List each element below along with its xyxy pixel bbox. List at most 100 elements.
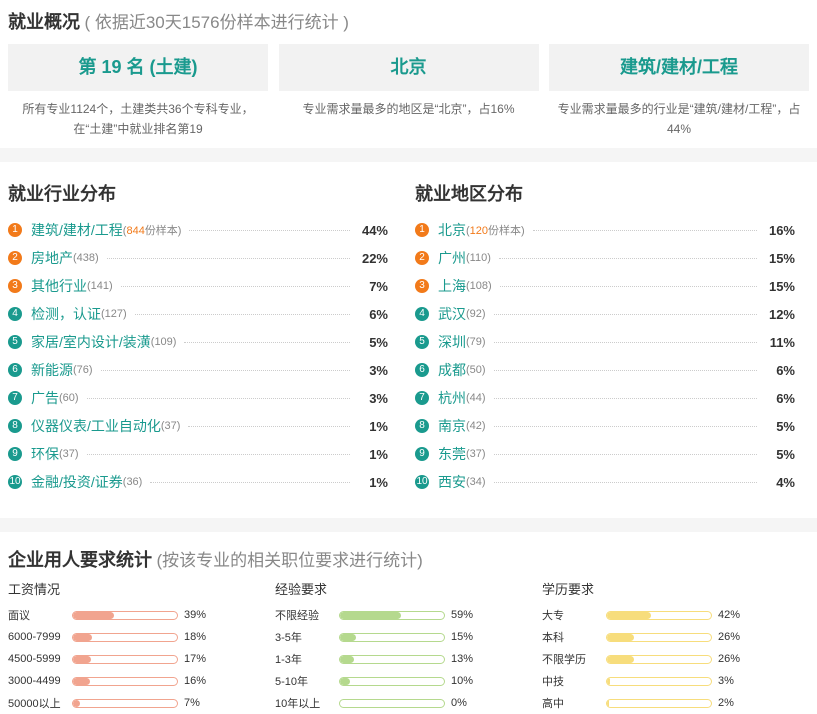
rank-badge: 8 xyxy=(8,419,22,433)
rank-badge: 6 xyxy=(8,363,22,377)
industry-name[interactable]: 仪器仪表/工业自动化 xyxy=(31,418,161,434)
region-row: 5 深圳 (79) 11% xyxy=(415,328,795,356)
rank-value: 第 19 名 (土建) xyxy=(8,44,268,91)
region-name[interactable]: 武汉 xyxy=(438,306,466,322)
requirement-label: 6000-7999 xyxy=(8,631,61,643)
requirement-label: 10年以上 xyxy=(275,698,321,710)
top-industry-value: 建筑/建材/工程 xyxy=(549,44,809,91)
progress-fill xyxy=(607,611,651,619)
dotted-leader xyxy=(493,369,757,371)
sample-count: (76) xyxy=(73,364,93,376)
region-row: 8 南京 (42) 5% xyxy=(415,412,795,440)
overview-header: 就业概况 ( 依据近30天1576份样本进行统计 ) xyxy=(8,8,809,36)
sample-count: (37) xyxy=(160,420,181,432)
region-name[interactable]: 成都 xyxy=(438,362,466,378)
industry-name[interactable]: 家居/室内设计/装潢 xyxy=(31,334,151,350)
industry-name[interactable]: 检测，认证 xyxy=(31,306,101,322)
rank-badge: 3 xyxy=(8,279,22,293)
industry-name[interactable]: 金融/投资/证券 xyxy=(31,474,123,490)
region-name[interactable]: 东莞 xyxy=(438,446,466,462)
dotted-leader xyxy=(184,341,350,343)
rank-desc: 所有专业1124个，土建类共36个专科专业，在“土建”中就业排名第19 xyxy=(22,102,254,136)
region-name[interactable]: 杭州 xyxy=(438,390,466,406)
salary-row: 3000-4499 16% xyxy=(8,670,275,692)
requirement-percentage: 3% xyxy=(718,675,734,687)
education-group: 学历要求 大专 42% 本科 26% 不限学历 26% 中技 3% 高中 2% xyxy=(542,580,809,714)
progress-bar xyxy=(606,610,712,620)
requirement-label: 3-5年 xyxy=(275,632,302,644)
progress-fill xyxy=(607,677,611,685)
industry-name[interactable]: 建筑/建材/工程 xyxy=(31,222,123,238)
region-row: 6 成都 (50) 6% xyxy=(415,356,795,384)
industry-name[interactable]: 环保 xyxy=(31,446,59,462)
rank-badge: 7 xyxy=(415,391,429,405)
requirement-percentage: 7% xyxy=(184,697,200,709)
salary-row: 50000以上 7% xyxy=(8,692,275,714)
region-row: 3 上海 (108) 15% xyxy=(415,272,795,300)
sample-count: (37) xyxy=(466,448,486,460)
sample-count: (127) xyxy=(101,308,127,320)
progress-bar xyxy=(72,654,178,664)
top-region-card: 北京 专业需求量最多的地区是“北京”，占16% xyxy=(278,44,539,139)
percentage: 12% xyxy=(768,306,795,322)
percentage: 5% xyxy=(369,334,388,350)
rank-badge: 4 xyxy=(8,307,22,321)
progress-fill xyxy=(73,655,91,663)
region-name[interactable]: 北京 xyxy=(438,222,466,238)
region-row: 4 武汉 (92) 12% xyxy=(415,300,795,328)
percentage: 16% xyxy=(768,222,795,238)
region-name[interactable]: 西安 xyxy=(438,474,466,490)
overview-subtitle: ( 依据近30天1576份样本进行统计 ) xyxy=(84,13,349,32)
requirement-label: 面议 xyxy=(8,610,30,622)
progress-bar xyxy=(339,676,445,686)
rank-badge: 1 xyxy=(8,223,22,237)
progress-bar xyxy=(606,632,712,642)
requirement-percentage: 59% xyxy=(451,609,474,621)
progress-fill xyxy=(73,633,92,641)
industry-name[interactable]: 房地产 xyxy=(31,250,73,266)
percentage: 3% xyxy=(369,362,388,378)
industry-row: 1 建筑/建材/工程 (844份样本) 44% xyxy=(8,216,388,244)
progress-bar xyxy=(72,610,178,620)
salary-row: 面议 39% xyxy=(8,604,275,626)
dotted-leader xyxy=(86,453,350,455)
rank-badge: 5 xyxy=(415,335,429,349)
sample-count: (42) xyxy=(466,420,486,432)
industry-name[interactable]: 新能源 xyxy=(31,362,73,378)
dotted-leader xyxy=(532,229,757,231)
region-name[interactable]: 深圳 xyxy=(438,334,466,350)
region-name[interactable]: 广州 xyxy=(438,250,466,266)
rank-badge: 6 xyxy=(415,363,429,377)
region-row: 10 西安 (34) 4% xyxy=(415,468,795,496)
region-name[interactable]: 南京 xyxy=(438,418,466,434)
requirement-percentage: 16% xyxy=(184,675,207,687)
progress-fill xyxy=(607,655,635,663)
percentage: 1% xyxy=(369,418,388,434)
requirement-label: 1-3年 xyxy=(275,654,302,666)
experience-row: 5-10年 10% xyxy=(275,670,542,692)
sample-count: (141) xyxy=(87,280,113,292)
dotted-leader xyxy=(100,369,350,371)
experience-row: 10年以上 0% xyxy=(275,692,542,714)
requirement-label: 大专 xyxy=(542,610,564,622)
industry-name[interactable]: 广告 xyxy=(31,390,59,406)
region-distribution: 就业地区分布 1 北京 (120份样本) 16% 2 广州 (110) 15% 3 上海 (108)… xyxy=(415,162,795,518)
requirements-subtitle: (按该专业的相关职位要求进行统计) xyxy=(156,551,423,570)
requirements-header: 企业用人要求统计 (按该专业的相关职位要求进行统计) xyxy=(8,546,809,574)
percentage: 11% xyxy=(769,334,795,350)
percentage: 4% xyxy=(776,474,795,490)
requirement-percentage: 10% xyxy=(451,675,474,687)
percentage: 15% xyxy=(768,278,795,294)
region-name[interactable]: 上海 xyxy=(438,278,466,294)
dotted-leader xyxy=(189,229,350,231)
rank-badge: 4 xyxy=(415,307,429,321)
dotted-leader xyxy=(493,453,757,455)
dotted-leader xyxy=(120,285,350,287)
sample-count: (34) xyxy=(466,476,486,488)
progress-fill xyxy=(607,699,610,707)
progress-bar xyxy=(72,632,178,642)
industry-name[interactable]: 其他行业 xyxy=(31,278,87,294)
rank-badge: 9 xyxy=(8,447,22,461)
dotted-leader xyxy=(493,425,757,427)
requirements-section: 企业用人要求统计 (按该专业的相关职位要求进行统计) 工资情况 面议 39% 6000… xyxy=(0,546,817,714)
